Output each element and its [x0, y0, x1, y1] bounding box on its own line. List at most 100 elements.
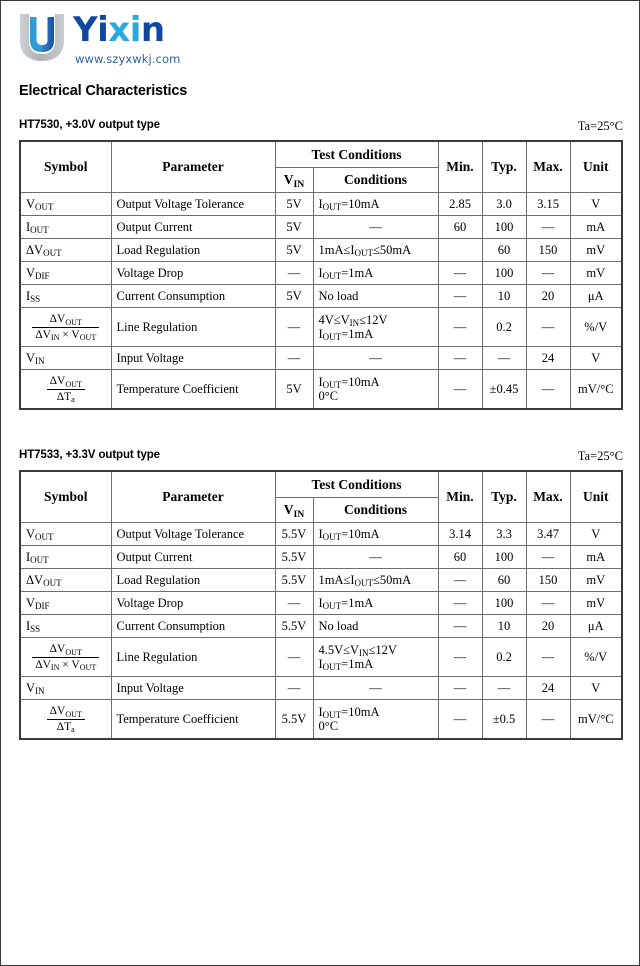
cell-max: — — [525, 261, 571, 285]
col-header-unit: Unit — [569, 140, 623, 193]
cell-parameter: Temperature Coefficient — [110, 699, 276, 740]
cell-min: — — [437, 369, 483, 410]
col-header-vin: VIN — [274, 167, 314, 193]
col-header-vin: VIN — [274, 497, 314, 523]
cell-typ: 100 — [481, 591, 527, 615]
cell-vin: 5V — [274, 284, 314, 308]
cell-vin: 5V — [274, 238, 314, 262]
cell-typ: 0.2 — [481, 307, 527, 347]
cell-unit: mV/°C — [569, 369, 623, 410]
brand-name-part-1: Y — [73, 10, 98, 50]
cell-unit: V — [569, 522, 623, 546]
cell-parameter: Output Current — [110, 545, 276, 569]
cell-typ: ±0.5 — [481, 699, 527, 740]
col-header-typ: Typ. — [481, 140, 527, 193]
cell-conditions: 1mA≤IOUT≤50mA — [312, 568, 439, 592]
spec-block-temperature: Ta=25°C — [577, 119, 623, 133]
table-row: IOUT Output Current 5.5V —60 100— mA — [19, 545, 623, 569]
cell-parameter: Input Voltage — [110, 676, 276, 700]
table-row: VDIF Voltage Drop — IOUT=1mA —100— mV — [19, 591, 623, 615]
cell-conditions: IOUT=10mA — [312, 522, 439, 546]
cell-max: 24 — [525, 346, 571, 370]
cell-unit: mA — [569, 215, 623, 239]
cell-parameter: Line Regulation — [110, 307, 276, 347]
cell-typ: 10 — [481, 284, 527, 308]
table-row: ΔVOUT Load Regulation 5.5V 1mA≤IOUT≤50mA —60… — [19, 568, 623, 592]
cell-parameter: Input Voltage — [110, 346, 276, 370]
cell-conditions: — — [312, 346, 439, 370]
cell-conditions: No load — [312, 284, 439, 308]
cell-min: 60 — [437, 215, 483, 239]
cell-typ: 100 — [481, 261, 527, 285]
cell-unit: mV — [569, 261, 623, 285]
cell-conditions: — — [312, 676, 439, 700]
cell-typ: 3.0 — [481, 192, 527, 216]
cell-vin: — — [274, 346, 314, 370]
cell-symbol: VDIF — [19, 261, 112, 285]
brand-url: www.szyxwkj.com — [75, 52, 181, 66]
brand-name-accent: x — [108, 10, 130, 50]
spec-block-temperature: Ta=25°C — [577, 449, 623, 463]
cell-parameter: Line Regulation — [110, 637, 276, 677]
cell-conditions: IOUT=10mA — [312, 192, 439, 216]
cell-max: — — [525, 637, 571, 677]
table-header: Symbol Parameter Test Conditions Min. Ty… — [19, 140, 623, 193]
spec-table: Symbol Parameter Test Conditions Min. Ty… — [19, 140, 623, 410]
cell-typ: 60 — [481, 238, 527, 262]
cell-parameter: Current Consumption — [110, 284, 276, 308]
cell-parameter: Output Voltage Tolerance — [110, 192, 276, 216]
cell-max: 150 — [525, 238, 571, 262]
col-header-parameter: Parameter — [110, 140, 276, 193]
col-header-unit: Unit — [569, 470, 623, 523]
cell-conditions: IOUT=10mA 0°C — [312, 699, 439, 740]
cell-symbol: IOUT — [19, 545, 112, 569]
cell-unit: mV — [569, 591, 623, 615]
col-header-symbol: Symbol — [19, 140, 112, 193]
cell-vin: — — [274, 637, 314, 677]
col-header-typ: Typ. — [481, 470, 527, 523]
table-row: VIN Input Voltage — — — —24 V — [19, 676, 623, 700]
cell-symbol: VOUT — [19, 522, 112, 546]
cell-vin: 5V — [274, 369, 314, 410]
cell-conditions: No load — [312, 614, 439, 638]
cell-vin: — — [274, 307, 314, 347]
cell-symbol: ΔVOUT ΔVIN × VOUT — [19, 637, 112, 677]
cell-min — [437, 238, 483, 262]
brand-name-part-3: i — [129, 10, 142, 50]
cell-typ: 3.3 — [481, 522, 527, 546]
cell-vin: 5V — [274, 215, 314, 239]
cell-max: — — [525, 699, 571, 740]
cell-vin: 5.5V — [274, 568, 314, 592]
table-row: ISS Current Consumption 5.5V No load —10 20 μA — [19, 614, 623, 638]
cell-parameter: Load Regulation — [110, 238, 276, 262]
table-row: IOUT Output Current 5V —60 100— mA — [19, 215, 623, 239]
cell-unit: μA — [569, 614, 623, 638]
cell-conditions: 1mA≤IOUT≤50mA — [312, 238, 439, 262]
col-header-max: Max. — [525, 140, 571, 193]
cell-typ: 100 — [481, 545, 527, 569]
u-shield-logo-icon — [17, 11, 67, 63]
col-header-max: Max. — [525, 470, 571, 523]
cell-unit: %/V — [569, 307, 623, 347]
cell-conditions: 4V≤VIN≤12V IOUT=1mA — [312, 307, 439, 347]
cell-conditions: 4.5V≤VIN≤12V IOUT=1mA — [312, 637, 439, 677]
cell-min: — — [437, 699, 483, 740]
cell-symbol: VIN — [19, 676, 112, 700]
cell-conditions: — — [312, 545, 439, 569]
table-row: VIN Input Voltage — — — —24 V — [19, 346, 623, 370]
cell-parameter: Output Voltage Tolerance — [110, 522, 276, 546]
cell-max: — — [525, 545, 571, 569]
cell-symbol: VIN — [19, 346, 112, 370]
cell-min: — — [437, 307, 483, 347]
spec-block-label: HT7533, +3.3V output type — [19, 449, 160, 461]
cell-min: — — [437, 637, 483, 677]
col-header-parameter: Parameter — [110, 470, 276, 523]
spec-block-ht7530: HT7530, +3.0V output type Ta=25°C Symbol… — [19, 119, 623, 410]
cell-max: — — [525, 369, 571, 410]
cell-conditions: IOUT=1mA — [312, 261, 439, 285]
cell-symbol: ΔVOUT ΔTa — [19, 369, 112, 410]
brand-name-part-2: i — [97, 10, 109, 50]
cell-unit: V — [569, 346, 623, 370]
cell-min: 3.14 — [437, 522, 483, 546]
